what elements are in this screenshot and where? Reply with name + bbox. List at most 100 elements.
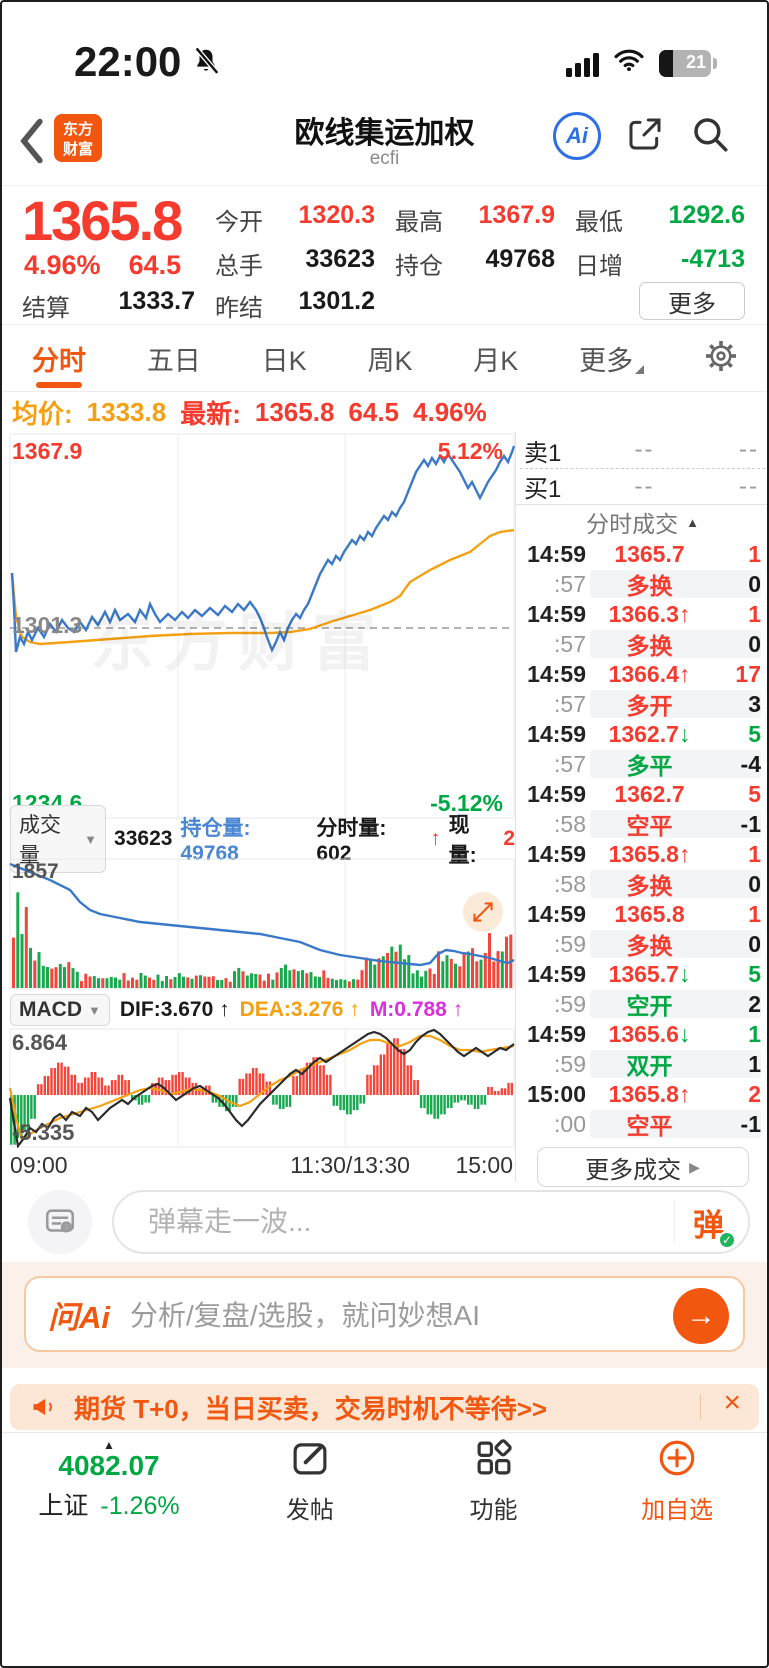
macd-y-min: -5.335	[12, 1120, 75, 1145]
trade-row: :57 多开 3	[554, 690, 761, 719]
page-title: 欧线集运加权	[294, 117, 475, 150]
price-change: 4.96% 64.5	[24, 250, 181, 281]
ask-ai-placeholder: 分析/复盘/选股，就问妙想AI	[130, 1300, 481, 1331]
comment-settings-icon[interactable]	[28, 1190, 92, 1254]
macd-selector-label: MACD	[19, 998, 82, 1021]
trades-panel: 卖1 -- -- 买1 -- -- 分时成交 ▲ 14:59 1365.7 1:57…	[515, 432, 769, 1187]
tabbar-post-item[interactable]: 发帖	[218, 1433, 402, 1528]
watermark: 东方财富	[90, 607, 386, 679]
chart-settings-gear-icon[interactable]	[703, 338, 739, 379]
daily-increase-value: -4713	[681, 245, 745, 273]
low-label: 最低	[575, 209, 623, 236]
ask-label: 卖1	[524, 439, 562, 467]
more-trades-label: 更多成交	[585, 1156, 682, 1184]
wifi-icon	[613, 48, 645, 77]
volume-chart-svg	[9, 858, 515, 990]
tab-weekly-k[interactable]: 周K	[367, 345, 413, 376]
bid-price: --	[634, 472, 655, 500]
trade-row: :58 空平 -1	[554, 810, 761, 839]
expand-chart-icon[interactable]	[463, 892, 503, 932]
open-interest-value: 49768	[485, 245, 555, 273]
more-trades-button[interactable]: 更多成交 ▶	[536, 1147, 749, 1187]
divider	[674, 1202, 675, 1242]
trade-row: :57 多平 -4	[554, 750, 761, 779]
avg-value: 1333.8	[86, 396, 167, 427]
grid-icon	[473, 1437, 515, 1484]
y-axis-max: 1367.9	[12, 438, 83, 464]
tab-monthly-k[interactable]: 月K	[473, 345, 519, 376]
trade-row: :58 多换 0	[554, 870, 761, 899]
chevron-down-icon: ▼	[84, 831, 98, 847]
trade-row: 15:00 1365.8↑ 2	[527, 1080, 761, 1107]
ask-ai-input[interactable]: 问Ai 分析/复盘/选股，就问妙想AI →	[24, 1276, 745, 1352]
volume-chart[interactable]: 1857	[0, 858, 515, 990]
index-up-triangle-icon: ▲	[103, 1437, 115, 1452]
close-icon[interactable]: ×	[723, 1386, 741, 1419]
trade-row: 14:59 1365.6↓ 1	[527, 1020, 761, 1047]
ask-row: 卖1 -- --	[516, 432, 769, 468]
search-icon[interactable]	[689, 113, 731, 160]
open-value: 1320.3	[298, 201, 375, 229]
ai-label: Ai	[566, 123, 588, 148]
last-price: 1365.8	[22, 189, 183, 252]
minute-chart[interactable]: 东方财富 1367.9 5.12% 1301.3 1234.6 -5.12%	[0, 432, 516, 820]
promo-banner[interactable]: 期货 T+0，当日买卖，交易时机不等待>> ×	[10, 1384, 759, 1430]
chevron-right-icon: ▶	[689, 1158, 700, 1175]
page-subtitle: ecfi	[369, 148, 400, 169]
tabbar-features-item[interactable]: 功能	[402, 1433, 586, 1528]
trade-row: 14:59 1366.3↑ 1	[527, 600, 761, 627]
tab-more-label: 更多	[579, 345, 634, 376]
high-value: 1367.9	[478, 201, 555, 229]
trade-row: :59 多换 0	[554, 930, 761, 959]
avg-label: 均价:	[12, 398, 73, 429]
dif-value: DIF:3.670 ↑	[119, 998, 230, 1021]
tabbar-post-label: 发帖	[285, 1496, 334, 1524]
danmu-input[interactable]	[148, 1206, 674, 1238]
tab-daily-k[interactable]: 日K	[261, 345, 307, 376]
tab-more[interactable]: 更多	[577, 325, 646, 392]
more-quote-button[interactable]: 更多	[639, 282, 745, 320]
chevron-down-icon: ▼	[88, 1002, 101, 1018]
time-label-close: 15:00	[455, 1152, 513, 1178]
tabbar-watchlist-item[interactable]: 加自选	[585, 1433, 769, 1528]
ai-assistant-icon[interactable]: Ai	[553, 112, 601, 160]
share-icon[interactable]	[625, 114, 665, 159]
index-value: 4082.07	[58, 1449, 160, 1481]
index-name: 上证	[38, 1491, 89, 1520]
trade-row: 14:59 1365.8↑ 1	[527, 840, 761, 867]
sort-up-icon: ▲	[686, 514, 699, 530]
settle-label: 结算	[22, 295, 70, 322]
bid-label: 买1	[524, 476, 562, 503]
open-label: 今开	[215, 209, 263, 236]
ask-ai-logo: 问Ai	[48, 1299, 110, 1335]
divider	[520, 468, 765, 469]
corner-triangle-icon	[635, 364, 645, 374]
trades-header[interactable]: 分时成交 ▲	[516, 505, 769, 539]
bid-volume: --	[739, 472, 759, 500]
settle-value: 1333.7	[118, 287, 195, 315]
quote-panel: 1365.8 4.96% 64.5 今开 1320.3 最高 1367.9 最低…	[0, 185, 769, 325]
macd-selector[interactable]: MACD ▼	[10, 994, 110, 1026]
trade-row: 14:59 1362.7↓ 5	[527, 720, 761, 747]
tabbar-watchlist-label: 加自选	[641, 1496, 714, 1524]
pct-axis-min: -5.12%	[430, 790, 503, 816]
trade-row: 14:59 1365.7↓ 5	[527, 960, 761, 987]
tabbar-index-item[interactable]: ▲ 4082.07 上证 -1.26%	[0, 1433, 218, 1528]
ask-ai-submit-button[interactable]: →	[673, 1288, 729, 1344]
signal-icon	[566, 53, 599, 77]
chart-tabs: 分时 五日 日K 周K 月K 更多	[0, 325, 769, 392]
back-button[interactable]	[16, 118, 46, 169]
tab-5day[interactable]: 五日	[146, 345, 201, 376]
more-quote-label: 更多	[668, 290, 716, 318]
macd-chart[interactable]: 6.864 -5.335	[0, 1028, 515, 1149]
danmu-send-button[interactable]: 弹 ✓	[693, 1200, 736, 1249]
volume-selector[interactable]: 成交量 ▼	[10, 805, 107, 873]
tab-minute[interactable]: 分时	[30, 325, 88, 392]
change-percent: 4.96%	[24, 250, 101, 280]
open-interest-label: 持仓	[395, 253, 443, 280]
avg-last-row: 均价: 1333.8 最新: 1365.8 64.5 4.96%	[0, 392, 769, 432]
time-label-open: 09:00	[10, 1152, 68, 1178]
y-axis-mid: 1301.3	[12, 612, 83, 638]
minute-vol-label: 分时量:	[316, 817, 387, 840]
nav-header: 东方 财富 欧线集运加权 ecfi Ai	[0, 100, 769, 185]
